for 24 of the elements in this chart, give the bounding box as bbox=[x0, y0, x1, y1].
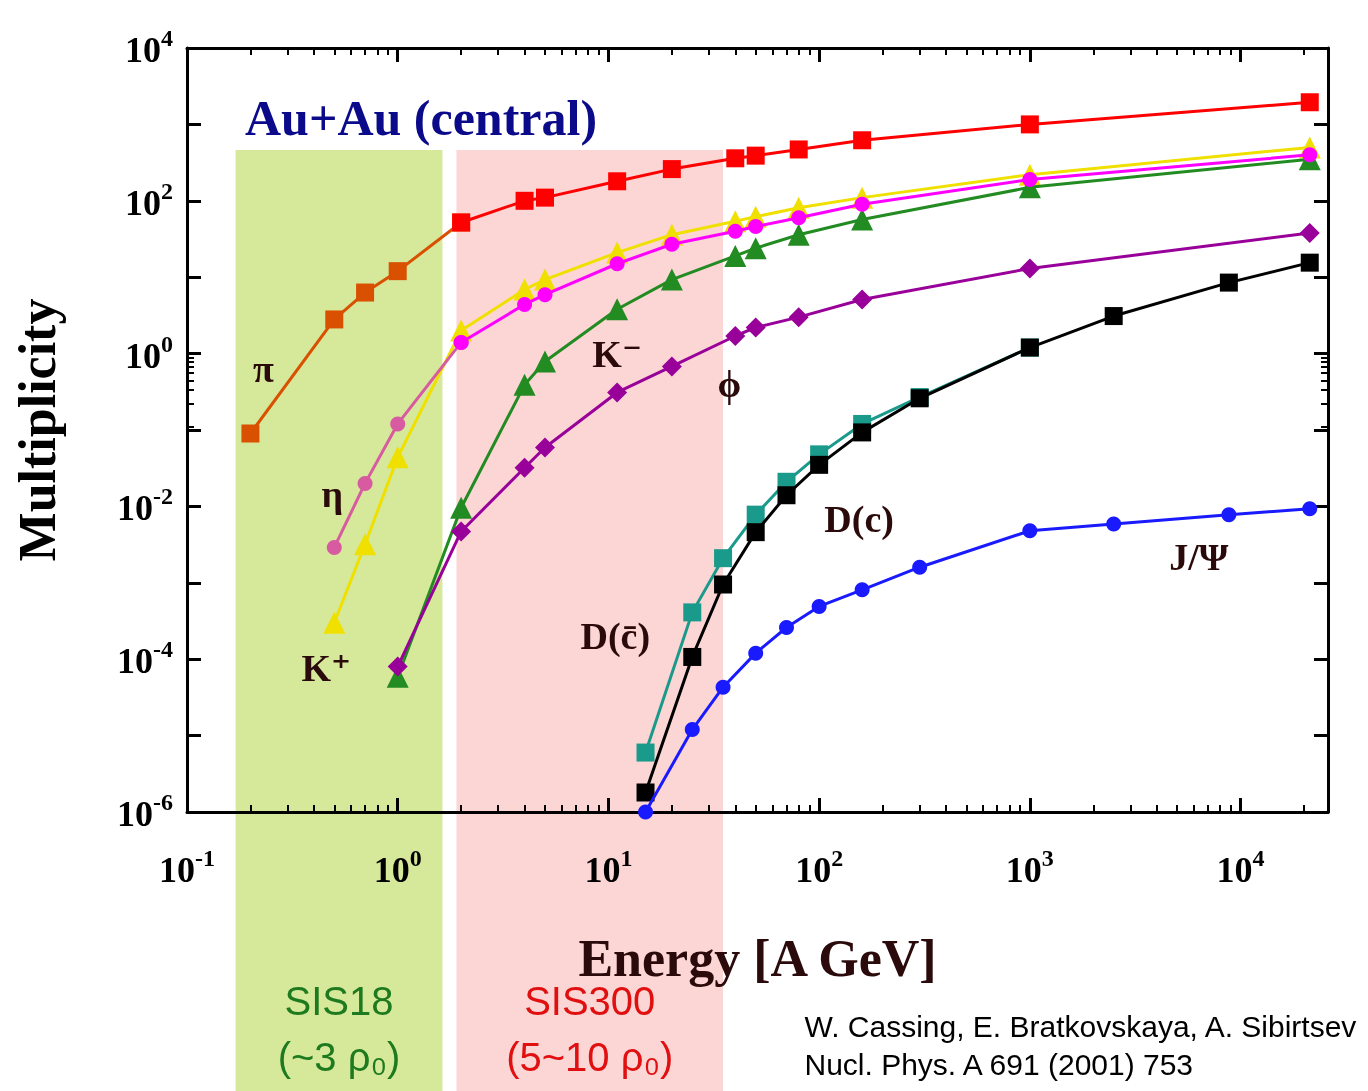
x-tick-label: 10$^{1}$ bbox=[584, 845, 633, 892]
y-axis-title: Multiplicity bbox=[8, 298, 66, 562]
text: Au+Au (central) bbox=[245, 90, 598, 146]
x-tick-label: 10$^{0}$ bbox=[373, 845, 422, 892]
band-label: SIS18 (~3 ρ₀) bbox=[277, 979, 401, 1079]
x-tick-label: 10$^{-1}$ bbox=[159, 845, 215, 892]
series-label: η bbox=[321, 473, 344, 516]
series-label: K⁻ bbox=[592, 333, 642, 376]
text: W. Cassing, E. Bratkovskaya, A. Sibirtsev Nucl. Phys. A 691 (2001) 753 bbox=[804, 1009, 1357, 1081]
series-label: D(c̄) bbox=[580, 615, 651, 659]
y-tick-label: 10$^{4}$ bbox=[125, 25, 173, 72]
y-tick-label: 10$^{2}$ bbox=[125, 177, 173, 225]
y-tick-label: 10$^{-6}$ bbox=[117, 789, 173, 836]
series-label: D(c) bbox=[824, 498, 894, 542]
series-label: π bbox=[253, 348, 275, 391]
y-tick-label: 10$^{-2}$ bbox=[117, 483, 173, 531]
x-tick-label: 10$^{2}$ bbox=[795, 845, 844, 892]
x-tick-label: 10$^{3}$ bbox=[1005, 845, 1054, 892]
series-label: ϕ bbox=[717, 362, 742, 405]
x-tick-label: 10$^{4}$ bbox=[1216, 845, 1265, 892]
y-tick-label: 10$^{-4}$ bbox=[117, 636, 173, 684]
y-tick-label: 10$^{0}$ bbox=[125, 330, 173, 378]
series-label: J/Ψ bbox=[1169, 535, 1229, 578]
series-label: K⁺ bbox=[301, 646, 352, 689]
